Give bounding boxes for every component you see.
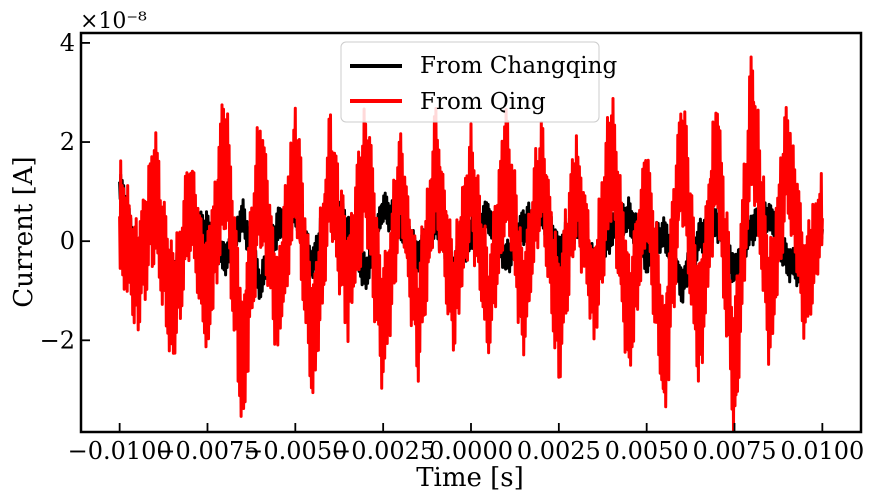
y-tick-label: 4: [60, 29, 75, 57]
plot-area: [118, 55, 824, 433]
legend-label-changqing: From Changqing: [420, 53, 617, 79]
x-tick-label: −0.0025: [331, 437, 435, 465]
series-layer: [118, 55, 824, 433]
legend: From Changqing From Qing: [340, 41, 617, 123]
y-tick-label: 2: [60, 128, 75, 156]
x-tick-label: 0.0025: [517, 437, 601, 465]
x-tick-label: −0.0075: [155, 437, 259, 465]
x-tick-label: 0.0000: [429, 437, 513, 465]
y-tick-label: −2: [40, 326, 75, 354]
x-tick-label: 0.0075: [693, 437, 777, 465]
x-axis-label: Time [s]: [416, 463, 524, 493]
x-tick-label: −0.0100: [68, 437, 172, 465]
legend-label-qing: From Qing: [420, 89, 546, 115]
x-tick-label: −0.0050: [243, 437, 347, 465]
y-axis-label: Current [A]: [9, 156, 39, 307]
y-tick-label: 0: [60, 227, 75, 255]
x-tick-label: 0.0100: [780, 437, 864, 465]
series-line-qing: [118, 55, 824, 433]
y-offset-label: ×10⁻⁸: [80, 9, 147, 34]
x-tick-label: 0.0050: [605, 437, 689, 465]
legend-box: [340, 41, 600, 123]
y-axis-ticks: −2 0 2 4: [40, 29, 90, 354]
